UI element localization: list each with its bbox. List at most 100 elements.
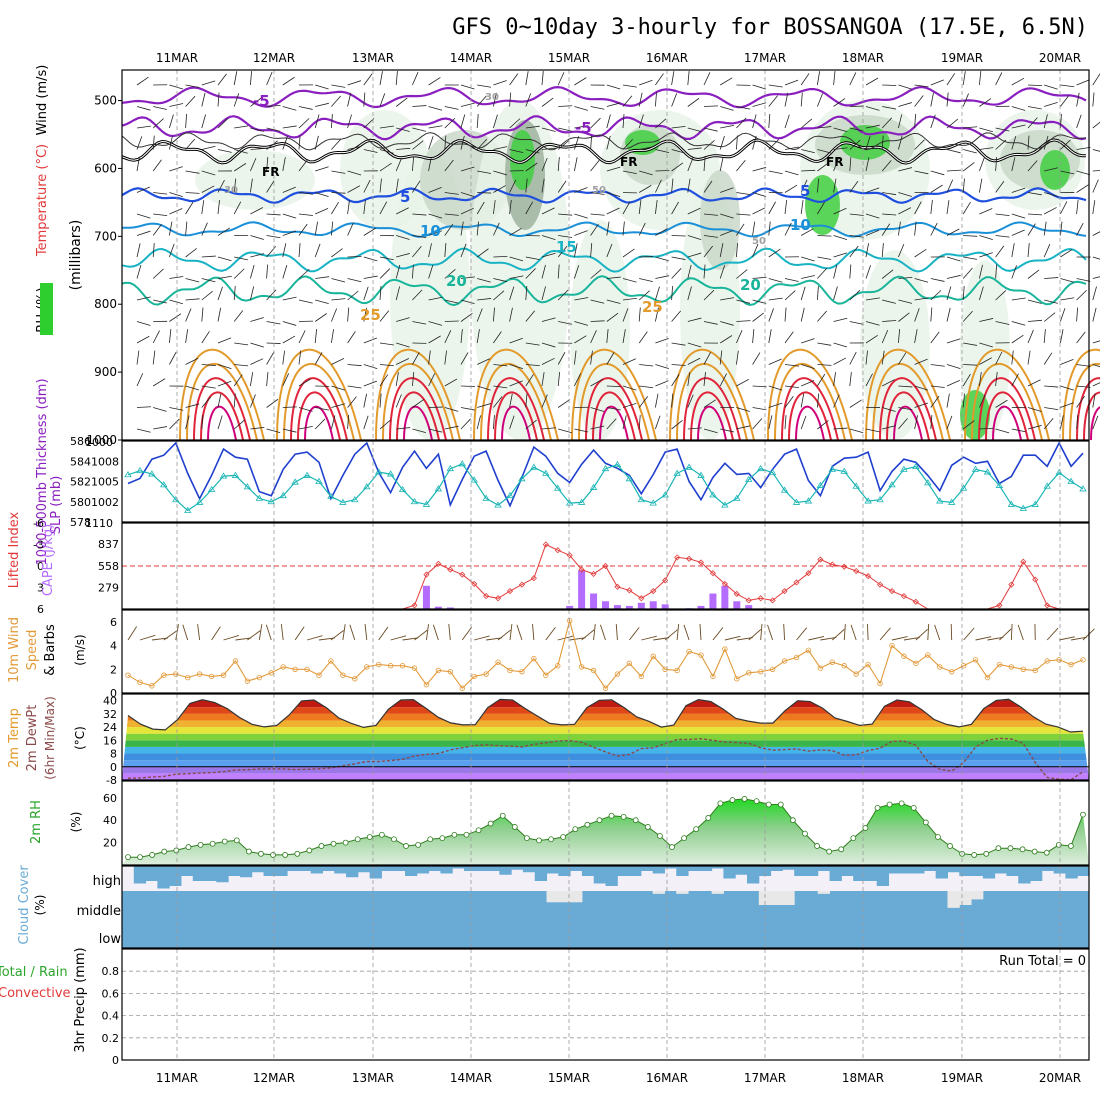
wind-barb bbox=[476, 201, 485, 215]
wind-barb bbox=[833, 357, 847, 365]
wind-barb bbox=[185, 357, 199, 365]
wind-barb bbox=[541, 252, 556, 258]
wind-barb-10m bbox=[425, 624, 429, 641]
wind-barb bbox=[655, 338, 669, 344]
wind-barb bbox=[476, 248, 489, 258]
wind-speed-point bbox=[364, 664, 370, 670]
wind-barb bbox=[282, 335, 296, 344]
cloud-bar bbox=[275, 866, 288, 876]
rh-point bbox=[524, 835, 530, 842]
wind-barb bbox=[1027, 299, 1042, 304]
warm-lobe-contour bbox=[599, 405, 629, 441]
cloud-fill bbox=[416, 891, 430, 919]
wind-barb-10m bbox=[294, 626, 305, 641]
rh-point bbox=[693, 826, 700, 833]
wind-barb bbox=[1044, 299, 1058, 304]
slp-point bbox=[1043, 482, 1051, 489]
wind-barb-10m bbox=[736, 637, 753, 641]
wind-barb-10m bbox=[414, 629, 428, 641]
wind-barb bbox=[768, 297, 783, 301]
lifted-index-point bbox=[494, 595, 502, 602]
wind-barb bbox=[687, 178, 691, 193]
wind-barb bbox=[719, 77, 733, 86]
wind-barb bbox=[833, 317, 848, 322]
panel-frame bbox=[121, 609, 1090, 694]
cloud-fill bbox=[782, 905, 795, 919]
temp-tick: 40 bbox=[103, 695, 117, 708]
wind-barb bbox=[331, 415, 336, 430]
wind-barb bbox=[509, 256, 524, 262]
wind-speed-point bbox=[781, 658, 788, 664]
cloud-fill bbox=[935, 891, 948, 919]
cloud-title: Cloud Cover bbox=[17, 865, 32, 945]
cloud-bar bbox=[357, 919, 371, 948]
rh-point bbox=[814, 843, 820, 849]
wind-speed-point bbox=[578, 664, 585, 670]
slp-point bbox=[864, 497, 872, 504]
bottom-day-label: 13MAR bbox=[352, 1071, 394, 1085]
wind-barb bbox=[250, 358, 264, 365]
wind-barb bbox=[412, 246, 422, 258]
wind-barb bbox=[784, 278, 799, 282]
wind-barb-10m bbox=[927, 623, 930, 641]
cloud-fill bbox=[145, 891, 158, 919]
wind-barb-10m bbox=[987, 636, 1004, 641]
cloud-fill bbox=[770, 905, 783, 919]
wind-speed-point bbox=[543, 672, 549, 678]
wind-barb bbox=[784, 170, 799, 176]
rh-point bbox=[511, 824, 518, 830]
wind-barb bbox=[477, 192, 492, 194]
wind-barb bbox=[1027, 379, 1041, 387]
wind-barb bbox=[671, 286, 673, 301]
cloud-bar bbox=[511, 866, 524, 870]
wind-barb bbox=[331, 308, 338, 322]
wind-barb bbox=[719, 350, 723, 365]
wind-barb bbox=[881, 243, 884, 258]
slp-point bbox=[518, 475, 526, 482]
rh-point bbox=[971, 852, 978, 858]
slp-point bbox=[995, 481, 1004, 488]
wind-speed-point bbox=[1020, 666, 1027, 672]
cloud-bar bbox=[263, 919, 276, 948]
wind-barb bbox=[719, 335, 733, 344]
cloud-bar bbox=[1065, 866, 1078, 879]
wind-barb bbox=[379, 149, 394, 154]
wind-barb bbox=[347, 114, 352, 129]
corner-label: 1000 bbox=[85, 436, 113, 449]
wind-barb bbox=[784, 364, 799, 367]
cloud-bar bbox=[251, 919, 265, 948]
temp-contour-minus5-upper bbox=[121, 85, 1087, 109]
wind-barb bbox=[282, 406, 297, 408]
cloud-level-label: middle bbox=[77, 904, 121, 919]
cloud-gap bbox=[782, 891, 795, 905]
wind-barb bbox=[152, 378, 166, 387]
cloud-fill bbox=[723, 891, 736, 919]
rh-point bbox=[753, 798, 760, 805]
wind-barb-10m bbox=[1017, 624, 1024, 641]
wind-barb bbox=[347, 146, 362, 150]
wind-barb bbox=[525, 419, 537, 430]
wind-barb bbox=[1044, 192, 1058, 197]
wind-barb bbox=[493, 307, 495, 322]
cloud-fill bbox=[664, 891, 677, 919]
wind-barb bbox=[752, 102, 767, 107]
cloud-fill bbox=[428, 891, 441, 919]
wind-barb bbox=[1060, 297, 1075, 301]
wind-barb bbox=[720, 230, 734, 236]
cloud-bar bbox=[204, 919, 217, 948]
warm-lobe-contour bbox=[971, 362, 1043, 441]
cloud-bar bbox=[570, 919, 583, 948]
wind-speed-point bbox=[996, 661, 1003, 668]
wind-barb bbox=[703, 372, 706, 387]
wind-barb bbox=[493, 146, 508, 150]
cloud-bar bbox=[428, 866, 441, 871]
wind-barb bbox=[930, 146, 945, 150]
wind-barb bbox=[363, 286, 369, 301]
wind-barb bbox=[444, 213, 459, 216]
wind-barb bbox=[266, 289, 277, 301]
wind-barb-10m bbox=[867, 623, 869, 641]
wind-barb bbox=[136, 296, 151, 301]
rh-point bbox=[1031, 848, 1038, 855]
wind-barb bbox=[509, 92, 512, 107]
wind-speed-point bbox=[208, 673, 215, 680]
